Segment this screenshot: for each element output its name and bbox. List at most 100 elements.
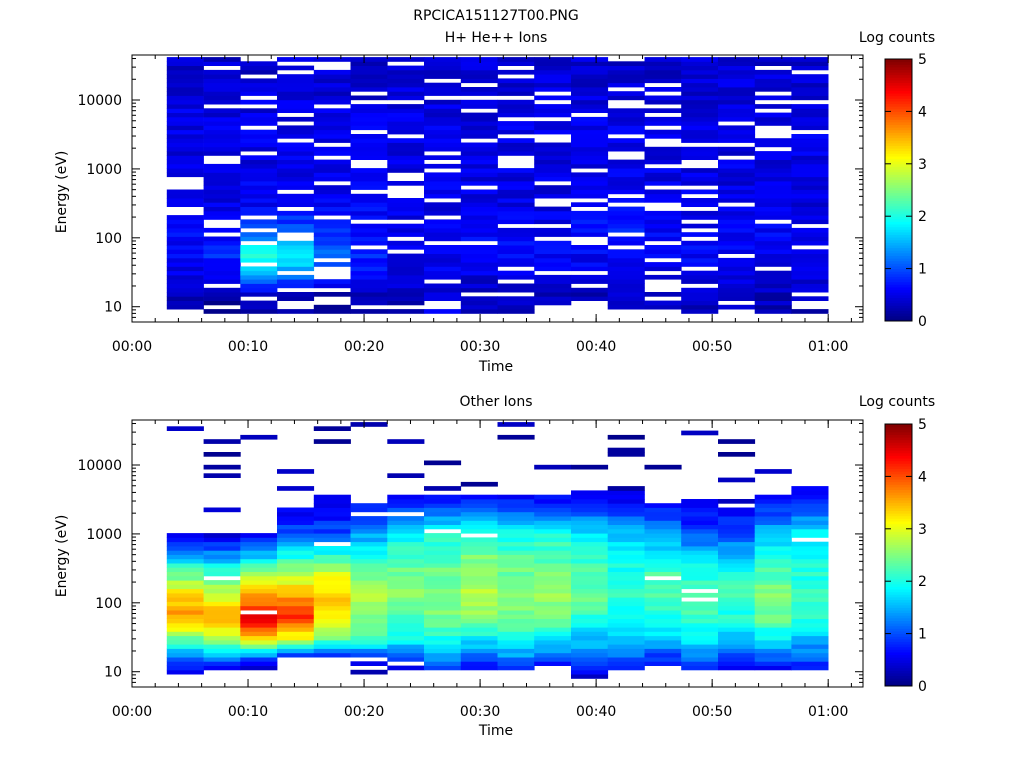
heatmap-cell xyxy=(718,78,756,84)
colorbar-segment xyxy=(885,103,912,107)
heatmap-cell xyxy=(350,631,388,637)
heatmap-cell xyxy=(313,627,351,632)
colorbar-segment xyxy=(885,497,912,501)
heatmap-cell xyxy=(497,270,535,276)
heatmap-cell xyxy=(277,622,315,628)
heatmap-cell xyxy=(350,125,388,131)
heatmap-cell xyxy=(534,151,572,156)
heatmap-cell xyxy=(240,223,278,229)
heatmap-cell xyxy=(460,665,498,671)
heatmap-cell xyxy=(754,142,792,148)
heatmap-cell xyxy=(240,575,278,581)
heatmap-cell xyxy=(313,146,351,152)
heatmap-cell xyxy=(277,266,315,272)
heatmap-cell xyxy=(460,283,498,289)
heatmap-cell xyxy=(240,639,278,645)
heatmap-cell xyxy=(497,597,535,602)
colorbar-segment xyxy=(885,284,912,288)
heatmap-cell xyxy=(534,511,572,517)
heatmap-cell xyxy=(607,287,645,293)
heatmap-cell xyxy=(240,185,278,190)
heatmap-cell xyxy=(754,257,792,263)
colorbar-tick-label: 3 xyxy=(918,157,927,173)
colorbar-segment xyxy=(885,513,912,517)
heatmap-cell xyxy=(644,550,682,555)
heatmap-cell xyxy=(240,69,278,75)
heatmap-cell xyxy=(607,486,645,491)
heatmap-cell xyxy=(387,129,425,135)
heatmap-cell xyxy=(387,116,425,122)
colorbar-segment xyxy=(885,142,912,146)
heatmap-cell xyxy=(791,210,829,216)
heatmap-cell xyxy=(791,74,829,79)
heatmap-cell xyxy=(718,580,756,585)
heatmap-cell xyxy=(571,550,609,555)
heatmap-cell xyxy=(240,65,278,71)
heatmap-cell xyxy=(681,210,719,216)
heatmap-cell xyxy=(350,537,388,543)
heatmap-cell xyxy=(644,292,682,297)
heatmap-cell xyxy=(681,189,719,195)
heatmap-cell xyxy=(644,580,682,585)
heatmap-cell xyxy=(571,635,609,641)
heatmap-cell xyxy=(497,274,535,280)
heatmap-cell xyxy=(681,270,719,276)
heatmap-cell xyxy=(571,605,609,611)
heatmap-cell xyxy=(166,138,204,143)
y-tick-label: 10000 xyxy=(77,93,122,109)
heatmap-cell xyxy=(497,499,535,504)
heatmap-cell xyxy=(203,661,241,666)
heatmap-cell xyxy=(350,558,388,564)
heatmap-cell xyxy=(754,635,792,641)
heatmap-cell xyxy=(681,309,719,314)
heatmap-cell xyxy=(681,61,719,66)
heatmap-cell xyxy=(571,189,609,195)
heatmap-cell xyxy=(166,69,204,75)
heatmap-cell xyxy=(571,644,609,649)
heatmap-cell xyxy=(166,232,204,237)
heatmap-cell xyxy=(166,104,204,109)
heatmap-cell xyxy=(240,584,278,590)
colorbar-segment xyxy=(885,520,912,525)
heatmap-cell xyxy=(681,537,719,543)
heatmap-cell xyxy=(277,279,315,284)
heatmap-cell xyxy=(387,597,425,602)
heatmap-cell xyxy=(791,121,829,126)
heatmap-cell xyxy=(166,91,204,96)
heatmap-cell xyxy=(313,533,351,538)
heatmap-cell xyxy=(754,193,792,199)
heatmap-cell xyxy=(534,550,572,555)
heatmap-cell xyxy=(718,176,756,182)
colorbar-segment xyxy=(885,662,912,666)
heatmap-cell xyxy=(240,661,278,666)
heatmap-cell xyxy=(203,193,241,199)
heatmap-cell xyxy=(791,580,829,585)
heatmap-cell xyxy=(607,447,645,453)
heatmap-cell xyxy=(791,614,829,619)
heatmap-cell xyxy=(277,588,315,594)
heatmap-cell xyxy=(313,189,351,195)
colorbar-segment xyxy=(885,187,912,191)
heatmap-cell xyxy=(387,163,425,169)
heatmap-cell xyxy=(277,605,315,611)
heatmap-cell xyxy=(497,257,535,263)
heatmap-cell xyxy=(497,639,535,645)
heatmap-cell xyxy=(754,507,792,513)
heatmap-cell xyxy=(240,434,278,440)
heatmap-cell xyxy=(203,635,241,641)
heatmap-cell xyxy=(387,287,425,293)
heatmap-cell xyxy=(460,648,498,654)
heatmap-cell xyxy=(166,61,204,66)
heatmap-cell xyxy=(166,665,204,671)
heatmap-cell xyxy=(313,605,351,611)
heatmap-cell xyxy=(387,473,425,478)
heatmap-cell xyxy=(240,91,278,96)
heatmap-cell xyxy=(313,652,351,658)
colorbar-segment xyxy=(885,93,912,97)
heatmap-cell xyxy=(424,580,462,585)
heatmap-cell xyxy=(424,494,462,500)
heatmap-cell xyxy=(754,610,792,615)
heatmap-cell xyxy=(681,635,719,641)
heatmap-cell xyxy=(350,112,388,118)
heatmap-cell xyxy=(424,554,462,560)
